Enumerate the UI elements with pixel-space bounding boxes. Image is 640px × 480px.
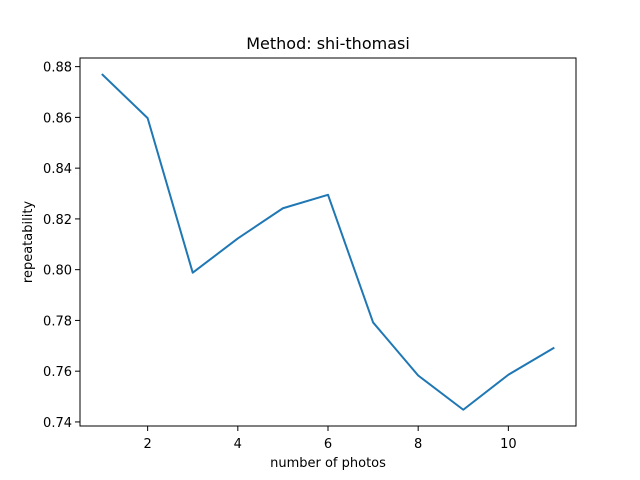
x-axis: 2 4 6 8 10	[143, 426, 517, 452]
y-axis-label: repeatability	[21, 201, 36, 284]
x-tick-label: 6	[324, 437, 332, 452]
x-tick-label: 4	[234, 437, 242, 452]
y-tick-label: 0.80	[43, 264, 72, 279]
x-tick-label: 10	[500, 437, 517, 452]
series-layer	[101, 73, 555, 411]
y-tick-label: 0.76	[43, 365, 72, 380]
chart-title: Method: shi-thomasi	[246, 34, 410, 53]
x-axis-label: number of photos	[270, 456, 386, 471]
y-tick-label: 0.88	[43, 61, 72, 76]
x-tick-label: 2	[143, 437, 151, 452]
y-tick-label: 0.86	[43, 111, 72, 126]
y-tick-label: 0.78	[43, 314, 72, 329]
x-tick-label: 8	[414, 437, 422, 452]
y-tick-label: 0.74	[43, 416, 72, 431]
y-axis: 0.74 0.76 0.78 0.80 0.82 0.84 0.86 0.88	[43, 61, 80, 431]
y-tick-label: 0.84	[43, 162, 72, 177]
y-tick-label: 0.82	[43, 213, 72, 228]
